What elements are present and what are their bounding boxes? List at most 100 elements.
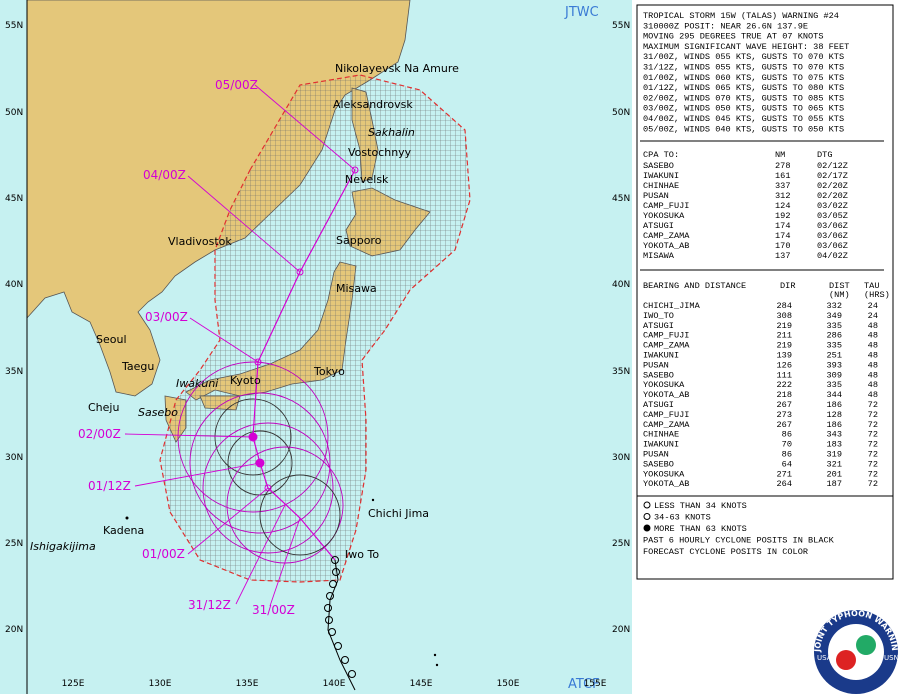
lat-label: 35N xyxy=(5,367,23,377)
cpa-cell: PUSAN xyxy=(643,191,669,201)
warning-line: 01/12Z, WINDS 065 KTS, GUSTS TO 080 KTS xyxy=(643,83,844,93)
cpa-cell: 02/20Z xyxy=(817,181,848,191)
forecast-track xyxy=(252,169,356,561)
corner-label: ATCF xyxy=(568,677,600,692)
place-name: Iwakuni xyxy=(176,377,218,390)
bearing-cell: YOKOSUKA xyxy=(643,469,685,479)
lat-label: 45N xyxy=(5,194,23,204)
warning-line: 31/00Z, WINDS 055 KTS, GUSTS TO 070 KTS xyxy=(643,52,844,62)
lat-label: 35N xyxy=(612,367,630,377)
leader-lines xyxy=(124,84,356,607)
forecast-label: 31/12Z xyxy=(188,598,231,612)
cpa-cell: 03/02Z xyxy=(817,201,848,211)
warning-line: 05/00Z, WINDS 040 KTS, GUSTS TO 050 KTS xyxy=(643,124,844,134)
place-name: Vostochnyy xyxy=(348,146,412,159)
map: JTWC ATCF 55N 55N 50N 50N 45N 45N 40N 40N 35N 35N… xyxy=(0,0,632,694)
bearing-cell: IWO_TO xyxy=(643,311,674,321)
cpa-cell: 337 xyxy=(775,181,790,191)
bearing-cell: 343 xyxy=(827,430,842,440)
bearing-cell: CAMP_ZAMA xyxy=(643,341,690,351)
legend-symbol xyxy=(643,513,651,520)
lat-label: 25N xyxy=(5,539,23,549)
bearing-cell: 186 xyxy=(827,400,842,410)
lat-label: 20N xyxy=(5,625,23,635)
cpa-cell: IWAKUNI xyxy=(643,171,679,181)
bearing-cell: SASEBO xyxy=(643,459,674,469)
bearing-cell: 139 xyxy=(777,351,792,361)
warning-line: MAXIMUM SIGNIFICANT WAVE HEIGHT: 38 FEET xyxy=(643,42,849,52)
bearing-cell: PUSAN xyxy=(643,360,669,370)
bearing-cell: 335 xyxy=(827,341,842,351)
lon-label: 155E xyxy=(584,679,607,689)
bearing-header: DIST xyxy=(829,281,850,291)
cpa-header: DTG xyxy=(817,150,832,160)
warning-line: 31/12Z, WINDS 055 KTS, GUSTS TO 070 KTS xyxy=(643,63,844,73)
bearing-cell: 308 xyxy=(777,311,792,321)
seal-text: USAF xyxy=(817,654,836,662)
forecast-label: 04/00Z xyxy=(143,168,186,182)
cpa-cell: CAMP_ZAMA xyxy=(643,231,690,241)
bearing-cell: 335 xyxy=(827,380,842,390)
bearing-cell: 222 xyxy=(777,380,792,390)
lon-label: 125E xyxy=(62,679,85,689)
place-name: Ishigakijima xyxy=(30,540,96,553)
bearing-header: BEARING AND DISTANCE xyxy=(643,281,746,291)
bearing-cell: 218 xyxy=(777,390,792,400)
bearing-cell: CAMP_ZAMA xyxy=(643,420,690,430)
bearing-cell: 344 xyxy=(827,390,842,400)
bearing-cell: 86 xyxy=(782,450,792,460)
bearing-cell: 48 xyxy=(868,370,878,380)
bearing-cell: 48 xyxy=(868,331,878,341)
cpa-cell: 03/06Z xyxy=(817,221,848,231)
forecast-label: 03/00Z xyxy=(145,310,188,324)
lon-label: 135E xyxy=(236,679,259,689)
info-panel: TROPICAL STORM 15W (TALAS) WARNING #24 31… xyxy=(636,4,894,580)
legend-text: FORECAST CYCLONE POSITS IN COLOR xyxy=(643,547,808,557)
cpa-cell: 02/12Z xyxy=(817,161,848,171)
cpa-header: CPA TO: xyxy=(643,150,679,160)
legend-symbol xyxy=(643,524,651,532)
bearing-cell: 48 xyxy=(868,360,878,370)
bearing-cell: 72 xyxy=(868,430,878,440)
bearing-cell: 349 xyxy=(827,311,842,321)
warning-line: 03/00Z, WINDS 050 KTS, GUSTS TO 065 KTS xyxy=(643,104,844,114)
bearing-cell: 48 xyxy=(868,390,878,400)
cpa-cell: 161 xyxy=(775,171,790,181)
bearing-cell: 201 xyxy=(827,469,842,479)
legend-text: LESS THAN 34 KNOTS xyxy=(654,501,747,511)
lat-label: 40N xyxy=(612,280,630,290)
lon-label: 140E xyxy=(323,679,346,689)
place-name: Sapporo xyxy=(336,234,382,247)
bearing-cell: 186 xyxy=(827,420,842,430)
bearing-cell: 72 xyxy=(868,410,878,420)
cpa-cell: 03/06Z xyxy=(817,231,848,241)
bearing-cell: 126 xyxy=(777,360,792,370)
bearing-cell: YOKOTA_AB xyxy=(643,479,689,489)
legend-text: PAST 6 HOURLY CYCLONE POSITS IN BLACK xyxy=(643,536,835,546)
place-name: Misawa xyxy=(336,282,377,295)
cpa-cell: 02/17Z xyxy=(817,171,848,181)
place-name: Cheju xyxy=(88,401,119,414)
bearing-cell: IWAKUNI xyxy=(643,351,679,361)
lat-label: 20N xyxy=(612,625,630,635)
lat-label: 55N xyxy=(612,21,630,31)
bearing-cell: 284 xyxy=(777,301,792,311)
forecast-label: 02/00Z xyxy=(78,427,121,441)
bearing-cell: 72 xyxy=(868,479,878,489)
lat-label: 40N xyxy=(5,280,23,290)
bearing-cell: 264 xyxy=(777,479,792,489)
radii xyxy=(177,361,344,564)
corner-label: JTWC xyxy=(564,5,599,20)
bearing-header: TAU xyxy=(864,281,879,291)
bearing-cell: 72 xyxy=(868,420,878,430)
place-name: Sakhalin xyxy=(368,126,415,139)
warning-line: 04/00Z, WINDS 045 KTS, GUSTS TO 055 KTS xyxy=(643,114,844,124)
bearing-cell: CAMP_FUJI xyxy=(643,410,689,420)
cpa-cell: SASEBO xyxy=(643,161,674,171)
legend-text: 34-63 KNOTS xyxy=(654,513,711,523)
warning-line: TROPICAL STORM 15W (TALAS) WARNING #24 xyxy=(643,11,839,21)
lon-label: 145E xyxy=(410,679,433,689)
cpa-cell: 174 xyxy=(775,221,790,231)
past-track xyxy=(327,559,356,691)
